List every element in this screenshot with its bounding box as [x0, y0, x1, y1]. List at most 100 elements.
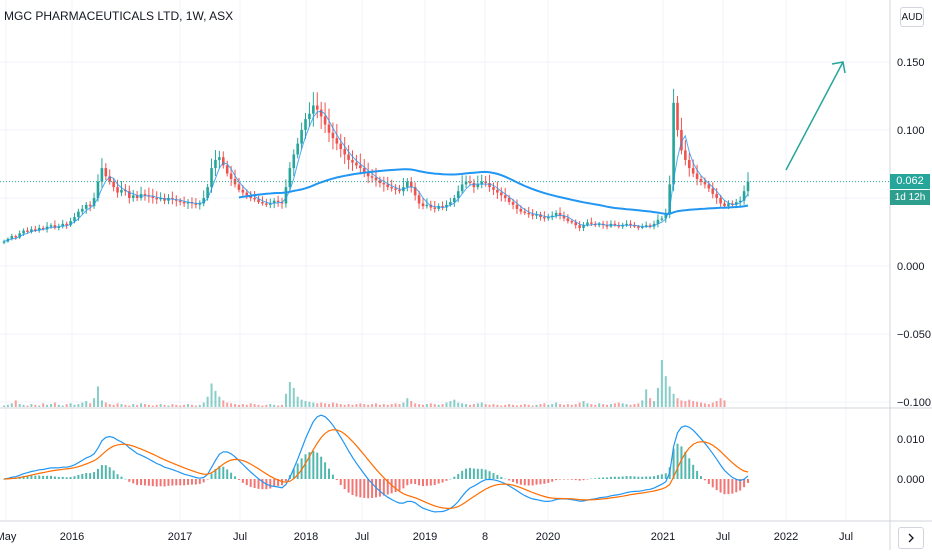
macd-histogram-bar [613, 476, 616, 479]
volume-bar [343, 404, 346, 407]
candle-body [343, 149, 346, 155]
volume-bar [378, 404, 381, 407]
candle-body [554, 212, 558, 216]
volume-bar [664, 376, 667, 407]
candle-body [245, 192, 249, 196]
macd-histogram-bar [22, 475, 25, 479]
macd-histogram-bar [700, 476, 703, 479]
volume-bar [300, 399, 303, 407]
volume-bar [34, 404, 37, 407]
macd-histogram-bar [26, 475, 29, 479]
candle-body [409, 181, 413, 188]
volume-bar [688, 399, 691, 407]
macd-histogram-bar [253, 479, 256, 489]
macd-histogram-bar [547, 479, 550, 483]
macd-histogram-bar [147, 479, 150, 486]
candle-body [81, 208, 84, 212]
candle-body [359, 165, 362, 169]
volume-bar [198, 404, 201, 407]
macd-histogram-bar [77, 474, 80, 479]
candle-body [120, 189, 123, 193]
candle-body [746, 181, 750, 192]
macd-pane [3, 414, 749, 513]
volume-bar [531, 405, 534, 407]
volume-bar [723, 400, 726, 407]
macd-histogram-bar [284, 479, 287, 482]
volume-bar [692, 401, 695, 407]
volume-bar [159, 404, 162, 407]
volume-bar [167, 405, 170, 407]
candle-body [308, 113, 311, 120]
candle-body [10, 236, 14, 239]
macd-histogram-bar [598, 477, 601, 479]
candle-body [331, 132, 335, 139]
volume-bar [265, 404, 268, 407]
macd-histogram-bar [331, 474, 334, 479]
volume-bar [653, 401, 656, 407]
volume-bar [269, 404, 272, 407]
candle-body [96, 181, 100, 198]
macd-histogram-bar [304, 454, 307, 479]
volume-bar [386, 404, 389, 407]
candle-body [640, 226, 644, 228]
macd-histogram-bar [53, 476, 56, 479]
volume-bar [512, 404, 515, 407]
macd-histogram-bar [441, 479, 444, 483]
volume-bar [700, 402, 703, 407]
macd-histogram-bar [508, 479, 511, 481]
macd-histogram-bar [237, 479, 240, 480]
volume-bar [468, 404, 471, 407]
macd-histogram-bar [449, 478, 452, 480]
candle-body [566, 218, 570, 222]
candle-body [413, 187, 417, 196]
volume-bar [93, 398, 96, 407]
macd-histogram-bar [241, 479, 244, 483]
candle-body [472, 183, 476, 188]
macd-histogram-bar [496, 475, 499, 479]
volume-bar [171, 404, 174, 407]
volume-bar [351, 404, 354, 407]
macd-histogram-bar [543, 479, 546, 484]
macd-histogram-bar [527, 479, 530, 486]
macd-histogram-bar [222, 466, 225, 479]
volume-bar [414, 403, 417, 407]
macd-histogram-bar [707, 479, 710, 484]
macd-histogram-bar [633, 476, 636, 479]
volume-bar [586, 403, 589, 407]
macd-histogram-bar [512, 479, 515, 482]
macd-histogram-bar [551, 479, 554, 482]
candle-body [417, 195, 421, 204]
candle-body [347, 154, 350, 160]
candle-body [151, 196, 155, 198]
volume-bar [715, 401, 718, 407]
macd-histogram-bar [398, 479, 401, 491]
drawn-trend-arrow [785, 61, 846, 171]
volume-bar [14, 400, 17, 407]
candle-body [159, 198, 162, 200]
macd-histogram-bar [578, 479, 581, 481]
volume-bar [390, 404, 393, 407]
candle-body [507, 198, 511, 203]
candle-body [680, 130, 683, 151]
volume-bar [18, 404, 21, 407]
candle-body [84, 204, 88, 209]
macd-histogram-bar [468, 467, 471, 479]
candle-body [261, 202, 264, 204]
volume-bar [578, 402, 581, 407]
volume-bar [504, 404, 507, 407]
macd-histogram-bar [410, 479, 413, 484]
volume-bar [347, 404, 350, 407]
price-tick-label: −0.050 [897, 329, 931, 341]
scroll-to-realtime-button[interactable] [898, 527, 924, 549]
macd-histogram-bar [371, 479, 374, 498]
candle-body [88, 204, 92, 207]
currency-button[interactable]: AUD [900, 7, 924, 27]
volume-bar [257, 404, 260, 407]
macd-histogram-bar [324, 462, 327, 479]
volume-bar [465, 404, 468, 407]
macd-histogram-bar [136, 479, 139, 485]
candle-body [312, 105, 315, 114]
candle-body [41, 227, 45, 230]
candle-body [676, 102, 679, 130]
